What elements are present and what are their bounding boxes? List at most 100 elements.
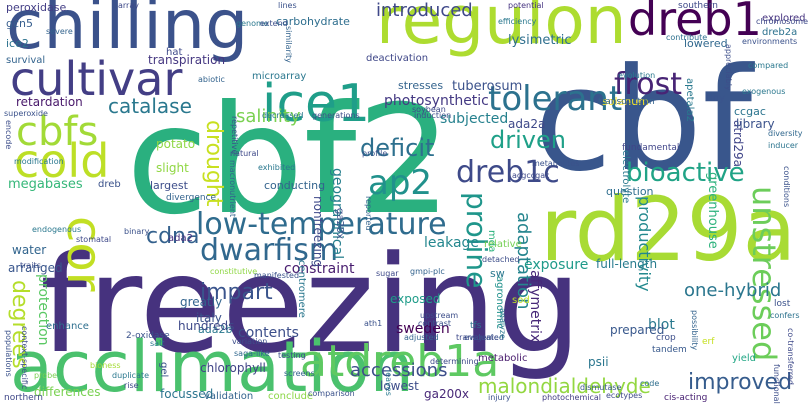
cloud-word: potential xyxy=(508,1,544,10)
cloud-word: exogenous xyxy=(742,87,786,96)
cloud-word: improved xyxy=(688,370,793,395)
cloud-word: ccgac xyxy=(734,105,766,118)
cloud-word: ga20x xyxy=(334,208,345,240)
cloud-word: ath1 xyxy=(364,319,383,328)
cloud-word: deactivation xyxy=(366,53,429,64)
cloud-word: leakage xyxy=(424,235,480,251)
cloud-word: appreciably xyxy=(724,44,733,91)
cloud-word: frost xyxy=(614,67,682,102)
cloud-word: regulon xyxy=(376,0,627,59)
cloud-word: accessions xyxy=(350,360,448,381)
cloud-word: ada2 xyxy=(168,233,193,244)
cloud-word: tolerant xyxy=(488,79,623,119)
cloud-word: acclimation xyxy=(10,326,414,404)
cloud-word: bioactive xyxy=(626,158,745,188)
cloud-word: ada2b xyxy=(198,323,233,336)
cloud-word: largest xyxy=(150,179,188,192)
cloud-word: northern xyxy=(4,393,43,403)
cloud-word: gcn5 xyxy=(6,17,34,30)
cloud-word: detached xyxy=(482,255,520,264)
cloud-word: hundreds xyxy=(178,319,235,333)
cloud-word: populations xyxy=(4,330,13,377)
cloud-word: lost xyxy=(774,299,791,309)
cloud-word: full-length xyxy=(596,257,658,271)
cloud-word: catalase xyxy=(108,94,192,118)
cloud-word: context-specific xyxy=(20,326,29,390)
cloud-word: stomatal xyxy=(76,235,112,244)
cloud-word: crop xyxy=(656,333,676,343)
cloud-word: library xyxy=(736,117,775,131)
cloud-word: subjected xyxy=(440,111,509,127)
cloud-word: protection xyxy=(35,274,51,346)
cloud-word: apetala2 xyxy=(684,78,695,122)
cloud-word: lowered xyxy=(684,37,728,50)
cloud-word: functional xyxy=(772,364,781,404)
cloud-word: ga200x xyxy=(424,387,469,401)
cloud-word: salinity xyxy=(236,106,301,127)
cloud-word: hat xyxy=(166,47,183,58)
cloud-word: possibility xyxy=(690,310,699,351)
cloud-word: exposure xyxy=(524,257,589,273)
cloud-word: modification xyxy=(14,157,64,166)
cloud-word: severe xyxy=(46,27,73,36)
cloud-word: cdna xyxy=(146,224,200,249)
cloud-word: chromosome xyxy=(756,17,808,26)
cloud-word: dismutase xyxy=(580,383,622,392)
cloud-word: atdreb1a xyxy=(300,336,500,387)
cloud-word: microarray xyxy=(252,71,307,82)
cloud-word: erf xyxy=(702,337,715,347)
cloud-word: similarity xyxy=(284,26,293,63)
cloud-word: lines xyxy=(278,1,297,10)
cloud-word: malondialdehyde xyxy=(478,374,651,398)
cloud-word: greenhouse xyxy=(705,172,720,249)
cloud-word: dreb2a xyxy=(762,27,798,38)
cloud-word: ice1 xyxy=(262,74,371,134)
cloud-word: upstream xyxy=(420,311,459,320)
cloud-word: enhance xyxy=(46,321,89,332)
cloud-word: exhibited xyxy=(258,163,296,172)
cloud-word: decreased xyxy=(262,111,304,120)
cloud-word: evolution xyxy=(618,71,656,80)
cloud-word: profile xyxy=(362,149,388,158)
cloud-word: natural xyxy=(230,149,259,158)
cloud-word: yield xyxy=(732,353,756,364)
cloud-word: one-hybrid xyxy=(684,280,782,301)
cloud-word: ice2 xyxy=(6,37,29,50)
cloud-word: tfs xyxy=(470,321,482,331)
cloud-word: slight xyxy=(156,161,189,175)
cloud-word: explored xyxy=(762,13,806,24)
cloud-word: dreb xyxy=(98,179,121,190)
cloud-word: dreb1c xyxy=(456,155,560,190)
cloud-word: freezing xyxy=(40,227,582,383)
cloud-word: cis-acting xyxy=(664,393,708,403)
cloud-word: cultivar xyxy=(10,52,183,106)
cloud-word: metabolites xyxy=(532,159,580,168)
cloud-word: variation xyxy=(232,337,268,346)
cloud-word: superoxide xyxy=(4,109,48,118)
cloud-word: stresses xyxy=(398,79,444,92)
cloud-word: analyze xyxy=(498,308,507,339)
cloud-word: photochemical xyxy=(542,393,602,402)
cloud-word: duplicate xyxy=(112,371,150,380)
cloud-word: conducting xyxy=(264,179,326,192)
cloud-word: sod xyxy=(512,295,530,306)
cloud-word: gel xyxy=(158,362,169,378)
cloud-word: inducer xyxy=(768,141,799,150)
cloud-word: endogenous xyxy=(32,225,82,234)
cloud-word: tuberosum xyxy=(452,79,523,94)
cloud-word: fundamental xyxy=(622,143,680,153)
cloud-word: introduced xyxy=(376,0,473,21)
cloud-word: repetitive xyxy=(230,116,239,155)
cloud-word: extend xyxy=(260,19,288,28)
cloud-word: italy xyxy=(196,311,222,325)
cloud-word: traits xyxy=(20,261,41,270)
cloud-word: compared xyxy=(748,61,789,70)
cloud-word: abiotic xyxy=(198,75,225,84)
cloud-word: tiny xyxy=(706,93,725,104)
cloud-word: conclude xyxy=(268,391,314,402)
cloud-word: lowest xyxy=(380,379,419,393)
cloud-word: soybean xyxy=(412,105,446,114)
cloud-word: megabases xyxy=(8,177,83,192)
cloud-word: macronutrient xyxy=(228,160,237,218)
